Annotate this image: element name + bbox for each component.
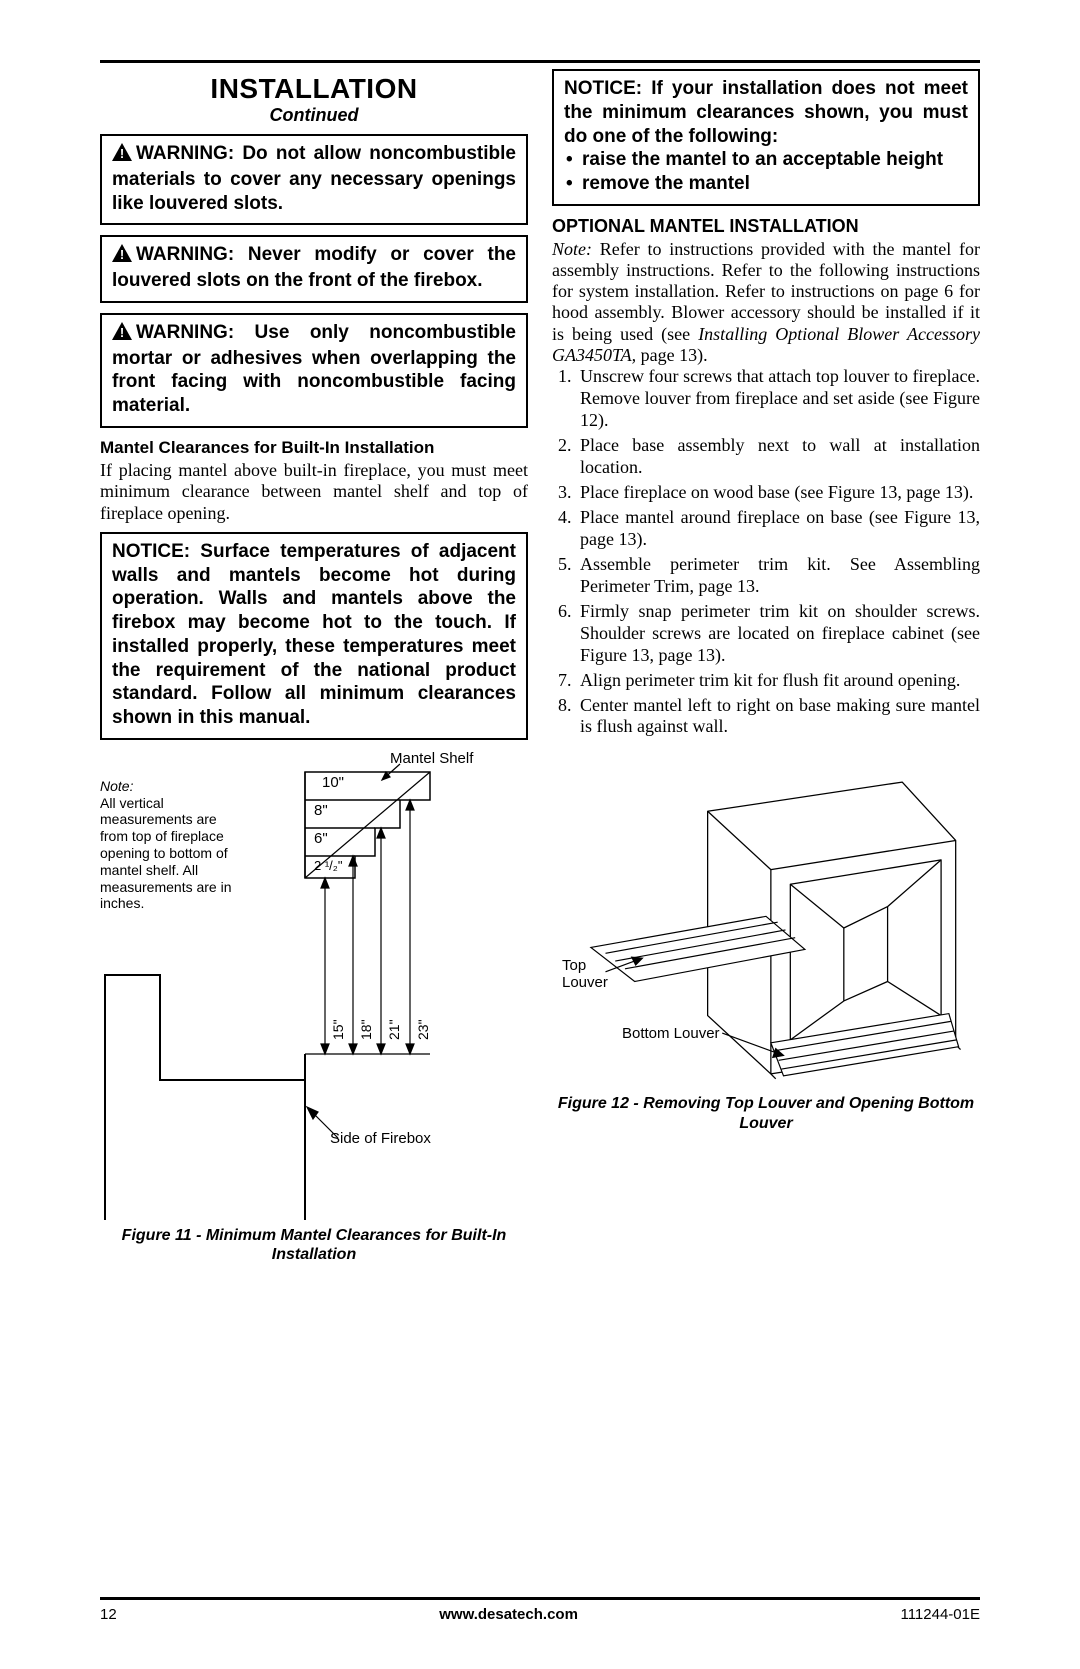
step-3: Place fireplace on wood base (see Figure… (576, 482, 980, 504)
page-frame: INSTALLATION Continued ! WARNING: Do not… (100, 60, 980, 1600)
figure-11-caption: Figure 11 - Minimum Mantel Clearances fo… (100, 1226, 528, 1264)
warning-text-2: WARNING: Never modify or cover the louve… (112, 244, 516, 291)
warning-box-1: ! WARNING: Do not allow noncombustible m… (100, 134, 528, 225)
figure-12-caption: Figure 12 - Removing Top Louver and Open… (552, 1094, 980, 1132)
step-1: Unscrew four screws that attach top louv… (576, 366, 980, 432)
page-number: 12 (100, 1606, 117, 1623)
step-7: Align perimeter trim kit for flush fit a… (576, 670, 980, 692)
right-column: NOTICE: If your installation does not me… (552, 69, 980, 1264)
svg-text:!: ! (120, 247, 124, 262)
svg-text:!: ! (120, 325, 124, 340)
two-column-layout: INSTALLATION Continued ! WARNING: Do not… (100, 69, 980, 1264)
step-8: Center mantel left to right on base maki… (576, 695, 980, 739)
warning-box-2: ! WARNING: Never modify or cover the lou… (100, 235, 528, 303)
warning-icon: ! (112, 244, 132, 269)
mantel-clearance-heading: Mantel Clearances for Built-In Installat… (100, 438, 528, 458)
warning-text-1: WARNING: Do not allow noncombustible mat… (112, 143, 516, 214)
figure-11-svg (100, 750, 540, 1220)
mantel-clearance-body: If placing mantel above built-in firepla… (100, 460, 528, 524)
step-5: Assemble perimeter trim kit. See Assembl… (576, 554, 980, 598)
figure-12-svg (552, 768, 980, 1088)
doc-number: 111244-01E (900, 1606, 980, 1623)
continued-label: Continued (100, 105, 528, 126)
footer-url: www.desatech.com (439, 1606, 578, 1623)
page-footer: 12 www.desatech.com 111244-01E (100, 1606, 980, 1623)
optional-mantel-heading: OPTIONAL MANTEL INSTALLATION (552, 216, 980, 237)
notice-box-1: NOTICE: Surface temperatures of adjacent… (100, 532, 528, 740)
notice2-bullet-1: raise the mantel to an acceptable height (564, 148, 968, 172)
warning-icon: ! (112, 143, 132, 168)
notice2-bullets: raise the mantel to an acceptable height… (564, 148, 968, 196)
warning-icon: ! (112, 322, 132, 347)
warning-text-3: WARNING: Use only noncombustible mortar … (112, 322, 516, 416)
top-louver-label: Top Louver (562, 958, 608, 991)
bottom-louver-label: Bottom Louver (622, 1026, 720, 1043)
svg-text:!: ! (120, 146, 124, 161)
notice2-intro: NOTICE: If your installation does not me… (564, 78, 968, 147)
notice2-bullet-2: remove the mantel (564, 172, 968, 196)
section-title: INSTALLATION (100, 73, 528, 105)
left-column: INSTALLATION Continued ! WARNING: Do not… (100, 69, 528, 1264)
step-2: Place base assembly next to wall at inst… (576, 435, 980, 479)
warning-box-3: ! WARNING: Use only noncombustible morta… (100, 313, 528, 428)
note-body-2: page 13). (636, 345, 707, 365)
step-6: Firmly snap perimeter trim kit on should… (576, 601, 980, 667)
note-prefix: Note: (552, 239, 592, 259)
optional-note: Note: Refer to instructions provided wit… (552, 239, 980, 366)
step-4: Place mantel around fireplace on base (s… (576, 507, 980, 551)
notice-box-2: NOTICE: If your installation does not me… (552, 69, 980, 206)
figure-12-diagram: Top Louver Bottom Louver (552, 768, 980, 1088)
installation-steps: Unscrew four screws that attach top louv… (552, 366, 980, 738)
figure-11-diagram: Note: All vertical measurements are from… (100, 750, 528, 1220)
